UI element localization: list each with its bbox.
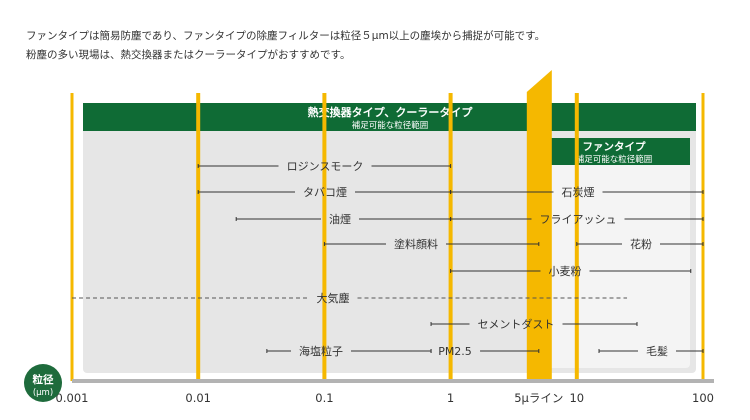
range-label: 海塩粒子 [299, 344, 343, 358]
x-axis-line [72, 379, 714, 383]
range-label: ロジンスモーク [287, 160, 364, 173]
region-background-fan [535, 138, 690, 368]
range-label: タバコ煙 [303, 186, 347, 199]
tick-line-1 [448, 93, 453, 381]
range-item: 石炭煙 [450, 186, 704, 199]
range-label: 油煙 [329, 212, 351, 226]
axis-badge [24, 364, 62, 402]
range-label: 毛髪 [646, 344, 668, 358]
axis-badge-label: 粒径 [33, 373, 54, 386]
region-header-heat-exchanger [83, 103, 696, 131]
axis-badge-unit: (μm) [33, 388, 53, 398]
region-header-fan [535, 138, 690, 165]
tick-label-1: 1 [447, 391, 454, 405]
range-label: 石炭煙 [562, 186, 595, 199]
range-item: タバコ煙 [197, 186, 452, 199]
range-label: フライアッシュ [540, 213, 617, 226]
range-item: フライアッシュ [450, 213, 704, 226]
range-item: 花粉 [576, 238, 704, 251]
range-item: ロジンスモーク [197, 160, 452, 173]
range-label: セメントダスト [478, 317, 555, 331]
range-item: セメントダスト [430, 317, 638, 331]
intro-text-line-2: 粉塵の多い現場は、熱交換器またはクーラータイプがおすすめです。 [26, 49, 351, 61]
tick-label-5um: 5μライン [514, 391, 563, 405]
region-title-heat-exchanger: 熱交換器タイプ、クーラータイプ [308, 105, 474, 119]
range-item: 油煙 [235, 212, 452, 226]
tick-label-0.001: 0.001 [56, 391, 89, 405]
tick-line-0.01 [196, 93, 201, 381]
range-item: 毛髪 [598, 344, 704, 358]
tick-line-100 [701, 93, 705, 381]
tick-label-0.1: 0.1 [315, 391, 333, 405]
range-label: 花粉 [630, 238, 652, 251]
tick-line-10 [574, 93, 579, 381]
tick-label-0.01: 0.01 [185, 391, 211, 405]
five-micron-band [526, 70, 552, 381]
range-label: 大気塵 [317, 291, 350, 305]
range-item: 海塩粒子 [266, 344, 432, 358]
region-subtitle-fan: 補足可能な粒径範囲 [576, 154, 653, 165]
tick-line-0.001 [70, 93, 74, 381]
tick-line-0.1 [322, 93, 327, 381]
range-item: 大気塵 [72, 291, 628, 305]
range-item: 塗料顔料 [323, 237, 540, 251]
tick-label-100: 100 [692, 391, 714, 405]
intro-text-line-1: ファンタイプは簡易防塵であり、ファンタイプの除塵フィルターは粒径５μm以上の塵埃… [26, 30, 546, 42]
range-label: PM2.5 [438, 345, 472, 358]
range-label: 塗料顔料 [394, 237, 438, 251]
tick-label-10: 10 [569, 391, 584, 405]
region-title-fan: ファンタイプ [583, 140, 646, 153]
range-item: PM2.5 [430, 345, 540, 358]
region-subtitle-heat-exchanger: 補足可能な粒径範囲 [352, 120, 429, 131]
range-label: 小麦粉 [549, 265, 582, 278]
range-item: 小麦粉 [450, 265, 692, 278]
